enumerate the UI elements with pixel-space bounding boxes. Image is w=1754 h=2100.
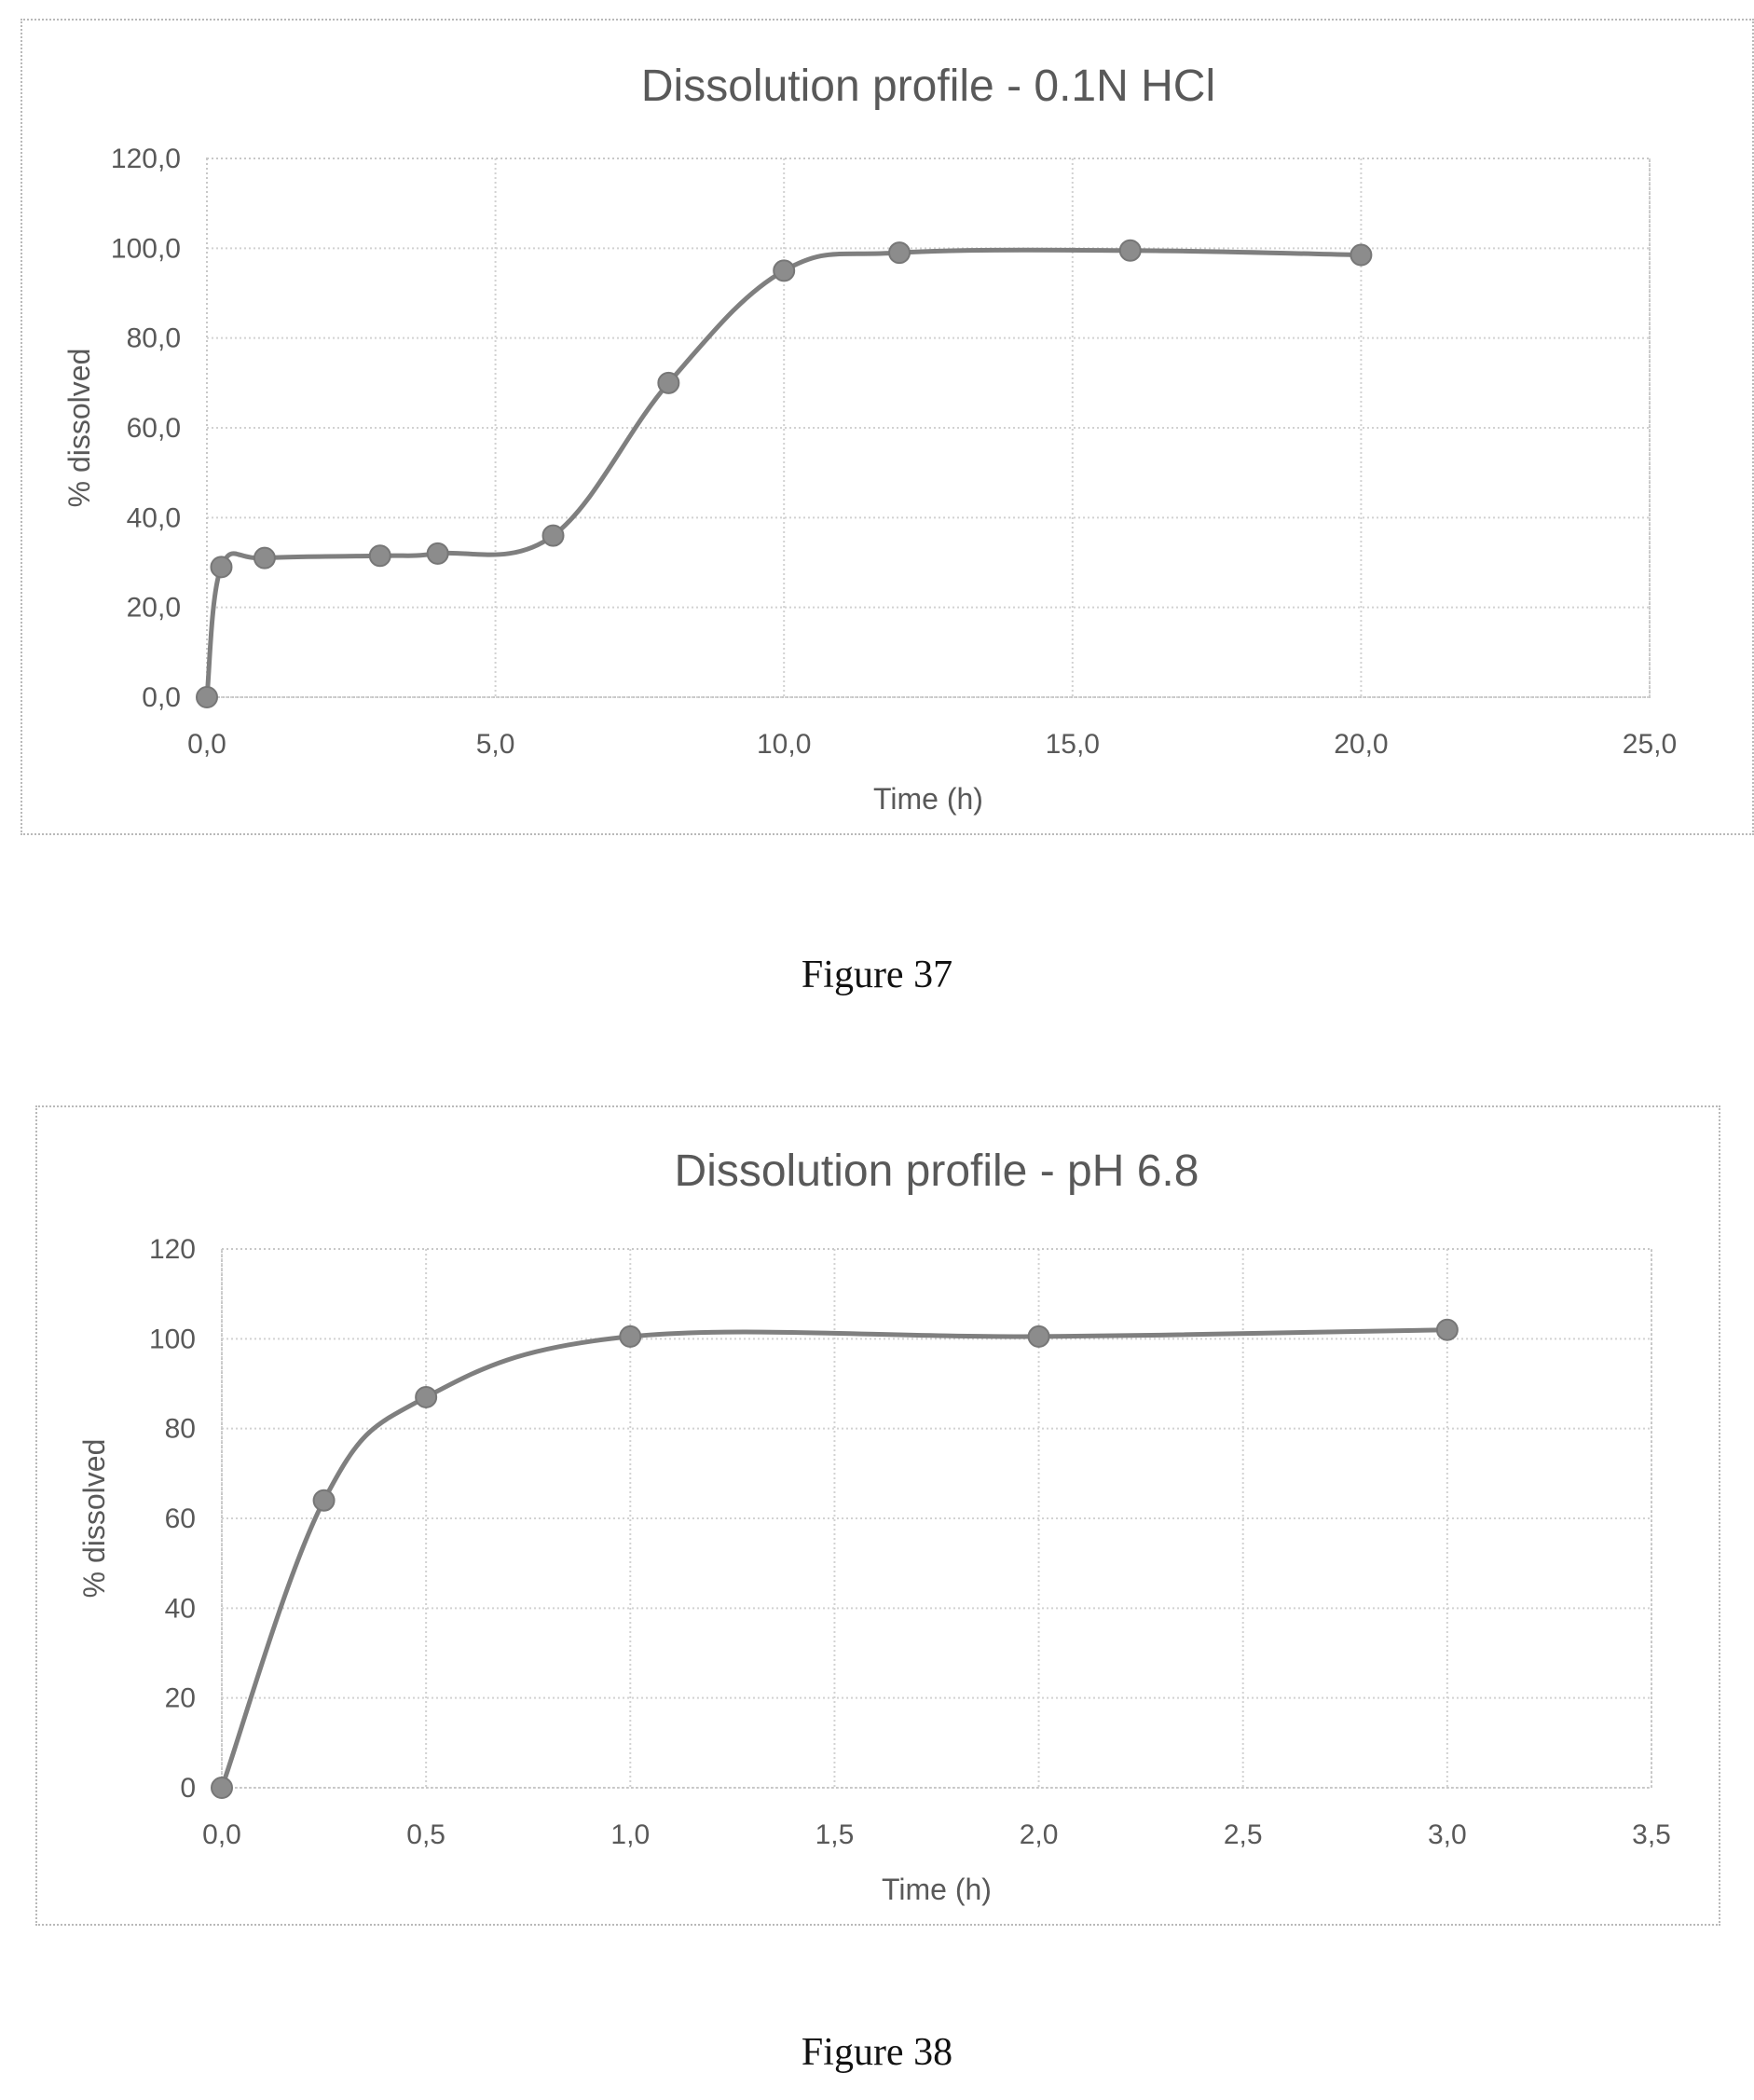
y-axis-label: % dissolved xyxy=(62,349,96,508)
data-point xyxy=(1350,243,1373,267)
chart-frame-hcl: Dissolution profile - 0.1N HCl 0,0 20,0 40,… xyxy=(21,19,1754,835)
x-tick-label: 0,0 xyxy=(202,1819,241,1850)
plot-area-border xyxy=(221,1248,1652,1789)
series-line xyxy=(219,1327,1447,1789)
x-tick-label: 1,0 xyxy=(610,1819,650,1850)
y-tick-label: 0,0 xyxy=(142,682,181,713)
x-tick-label: 0,0 xyxy=(187,729,226,760)
chart-title: Dissolution profile - pH 6.8 xyxy=(675,1146,1199,1196)
y-tick-label: 60,0 xyxy=(127,413,181,444)
dissolution-chart-ph68: Dissolution profile - pH 6.8 0 20 40 60 80 100… xyxy=(77,1146,1671,1906)
y-tick-label: 80 xyxy=(165,1414,196,1445)
y-tick-label: 100,0 xyxy=(111,233,181,264)
data-point xyxy=(773,259,796,282)
y-tick-label: 60 xyxy=(165,1503,196,1534)
x-tick-label: 15,0 xyxy=(1046,729,1100,760)
data-point xyxy=(426,542,449,565)
data-point xyxy=(196,686,218,708)
y-tick-label: 0 xyxy=(180,1773,196,1804)
plot-area-border xyxy=(206,158,1651,698)
chart-title: Dissolution profile - 0.1N HCl xyxy=(641,62,1215,111)
y-axis-label: % dissolved xyxy=(77,1439,111,1599)
chart-frame-ph68: Dissolution profile - pH 6.8 0 20 40 60 80 100… xyxy=(35,1105,1720,1926)
dissolution-chart-hcl: Dissolution profile - 0.1N HCl 0,0 20,0 40,… xyxy=(62,62,1677,816)
data-point xyxy=(541,524,565,547)
data-point xyxy=(1118,239,1142,262)
data-point xyxy=(619,1325,642,1348)
y-tick-label: 40,0 xyxy=(127,502,181,533)
y-tick-label: 120 xyxy=(149,1234,196,1265)
x-axis-label: Time (h) xyxy=(882,1873,992,1906)
y-tick-label: 80,0 xyxy=(127,323,181,354)
data-point xyxy=(1435,1318,1459,1341)
x-axis-label: Time (h) xyxy=(873,782,983,816)
y-tick-label: 100 xyxy=(149,1324,196,1354)
x-tick-label: 0,5 xyxy=(406,1819,445,1850)
data-point xyxy=(657,371,680,394)
figure-38-caption: Figure 38 xyxy=(801,2031,953,2074)
x-tick-label: 3,0 xyxy=(1428,1819,1467,1850)
x-tick-label: 3,5 xyxy=(1632,1819,1671,1850)
figure-37-caption: Figure 37 xyxy=(801,954,953,996)
y-tick-label: 20 xyxy=(165,1683,196,1714)
data-point xyxy=(210,556,233,579)
data-point xyxy=(1027,1325,1050,1348)
x-tick-label: 25,0 xyxy=(1623,729,1677,760)
data-point xyxy=(312,1489,336,1512)
data-point xyxy=(415,1385,438,1408)
x-tick-label: 20,0 xyxy=(1334,729,1388,760)
data-point xyxy=(368,544,391,568)
y-tick-label: 40 xyxy=(165,1593,196,1624)
x-tick-label: 1,5 xyxy=(815,1819,855,1850)
y-tick-label: 120,0 xyxy=(111,144,181,174)
x-tick-label: 5,0 xyxy=(476,729,515,760)
y-tick-label: 20,0 xyxy=(127,593,181,624)
data-point xyxy=(253,546,276,570)
x-tick-label: 2,5 xyxy=(1224,1819,1263,1850)
data-point xyxy=(888,241,911,265)
x-tick-label: 2,0 xyxy=(1020,1819,1059,1850)
x-tick-label: 10,0 xyxy=(757,729,811,760)
data-point xyxy=(211,1777,233,1799)
